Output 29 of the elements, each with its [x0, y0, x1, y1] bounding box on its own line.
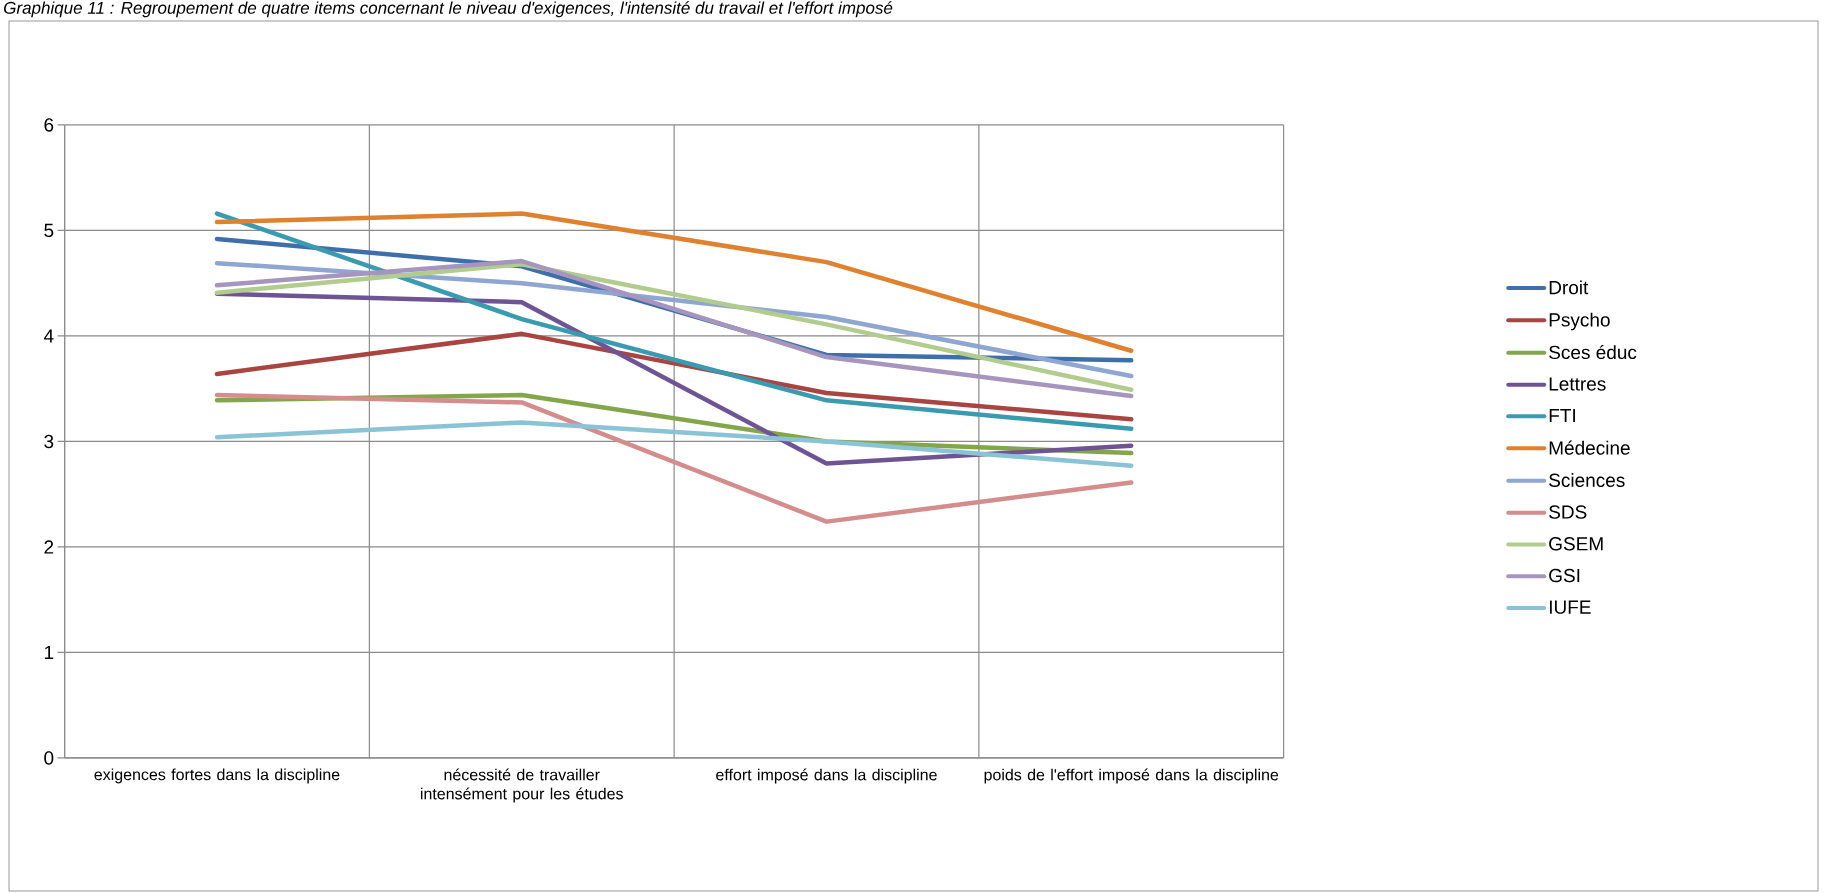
- legend-label: Médecine: [1549, 440, 1630, 455]
- line-series: [214, 291, 1134, 466]
- legend-label: Sces éduc: [1549, 344, 1637, 360]
- y-tick-label: 3: [44, 434, 54, 449]
- x-tick-label: exigences fortes dans la discipline: [94, 768, 340, 784]
- legend-label: IUFE: [1549, 600, 1591, 614]
- y-tick-label: 6: [44, 118, 54, 132]
- x-tick-label: poids de l'effort imposé dans la discipline: [984, 768, 1279, 784]
- line-series: [214, 392, 1134, 524]
- y-tick-label: 2: [44, 540, 54, 554]
- legend-label: Sciences: [1549, 473, 1625, 487]
- chart-title: Graphique 11 : Regroupement de quatre items concernant le niveau d'exigences, l'intensité du travail et l'effort imposé: [4, 1, 893, 18]
- y-tick-label: 4: [43, 329, 54, 343]
- x-tick-label: effort imposé dans la discipline: [716, 768, 937, 784]
- legend-label: Lettres: [1549, 377, 1606, 391]
- legend-label: GSI: [1549, 568, 1580, 583]
- line-series: [214, 331, 1134, 422]
- line-series: [214, 211, 1134, 432]
- line-series: [214, 420, 1134, 468]
- x-tick-label: nécessité de travailler intensément pour les études: [420, 768, 623, 803]
- legend-label: Psycho: [1549, 312, 1610, 331]
- y-tick-label: 1: [44, 645, 54, 659]
- y-tick-label: 5: [44, 223, 54, 238]
- y-tick-label: 0: [44, 751, 54, 765]
- legend-label: GSEM: [1549, 537, 1603, 551]
- line-series: [214, 211, 1134, 353]
- legend-label: FTI: [1549, 408, 1575, 423]
- legend-label: SDS: [1549, 505, 1587, 519]
- legend-label: Droit: [1549, 280, 1589, 295]
